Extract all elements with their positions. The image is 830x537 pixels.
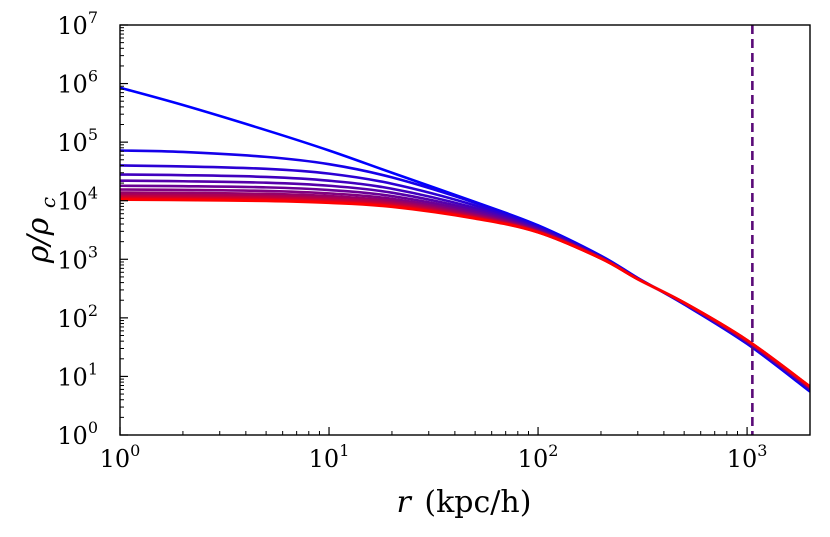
series-line-9 xyxy=(120,193,810,389)
y-tick-label: 103 xyxy=(57,242,98,274)
series-line-7 xyxy=(120,188,810,389)
y-axis-label: ρ/ρ c xyxy=(21,197,60,264)
y-tick-label: 100 xyxy=(57,418,98,450)
series-line-11 xyxy=(120,196,810,388)
series-line-13 xyxy=(120,198,810,388)
y-tick-label: 104 xyxy=(57,184,98,216)
x-tick-label: 103 xyxy=(727,441,768,473)
y-tick-label: 102 xyxy=(57,301,98,333)
y-tick-label: 106 xyxy=(57,67,98,99)
series-line-10 xyxy=(120,194,810,389)
x-axis-variable: r xyxy=(397,485,413,520)
y-tick-label: 107 xyxy=(57,8,98,40)
y-axis-variable: ρ/ρ xyxy=(21,217,56,264)
x-axis-units: (kpc/h) xyxy=(424,485,531,520)
series-line-8 xyxy=(120,191,810,389)
y-tick-label: 101 xyxy=(57,359,98,391)
series-line-1 xyxy=(120,86,810,393)
series-line-12 xyxy=(120,197,810,388)
x-axis-label: r (kpc/h) xyxy=(397,485,532,520)
x-tick-label: 100 xyxy=(100,441,141,473)
plot-area xyxy=(120,25,810,435)
y-axis-subscript: c xyxy=(36,197,60,208)
axis-ticks: 100 101 102 103 100 101 102 103 104 105 106 107 xyxy=(57,8,811,473)
y-tick-label: 105 xyxy=(57,125,98,157)
plot-frame xyxy=(119,24,811,436)
x-tick-label: 102 xyxy=(518,441,559,473)
x-tick-label: 101 xyxy=(309,441,350,473)
